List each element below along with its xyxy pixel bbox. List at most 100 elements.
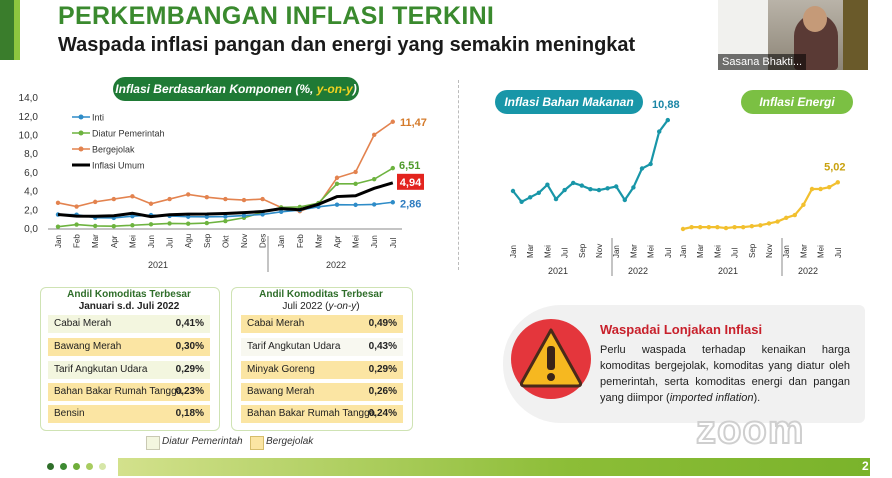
series-point xyxy=(706,224,711,230)
series-point xyxy=(588,187,593,192)
x-tick-label: Feb xyxy=(73,234,82,248)
commodity-name: Tarif Angkutan Udara xyxy=(247,341,341,352)
series-point xyxy=(148,201,154,206)
commodity-value: 0,43% xyxy=(368,341,397,352)
x-tick-label: Agu xyxy=(184,234,193,248)
table-andil-ytd-title: Andil Komoditas Terbesar xyxy=(67,289,191,300)
series-point xyxy=(55,200,61,206)
series-point xyxy=(519,199,524,204)
x-tick-label: Mei xyxy=(713,245,722,258)
commodity-value: 0,29% xyxy=(368,364,397,375)
commodity-name: Bawang Merah xyxy=(247,386,315,397)
series-point xyxy=(204,220,209,226)
commodity-value: 0,29% xyxy=(175,364,204,375)
x-tick-label: Jun xyxy=(147,235,156,248)
series-point xyxy=(130,223,135,228)
participant-name: Sasana Bhakti... xyxy=(718,54,807,70)
warning-icon xyxy=(511,319,591,399)
page-subtitle: Waspada inflasi pangan dan energi yang s… xyxy=(58,34,636,56)
series-point xyxy=(818,186,823,192)
series-point xyxy=(55,224,61,229)
legend-label: Inflasi Umum xyxy=(92,161,145,171)
warning-body-text: Perlu waspada terhadap kenaikan harga ko… xyxy=(600,344,850,404)
legend-swatch-diatur xyxy=(146,436,160,450)
footer-bar xyxy=(118,458,870,476)
video-background-flag xyxy=(843,0,868,70)
series-point xyxy=(390,165,395,171)
x-tick-label: Jan xyxy=(782,245,791,258)
x-tick-label: Jul xyxy=(664,248,673,258)
x-tick-label: Mei xyxy=(128,235,137,248)
x-tick-label: Sep xyxy=(578,243,587,258)
energy-chart-title-pill: Inflasi Energi xyxy=(741,90,853,114)
x-tick-label: Apr xyxy=(333,235,342,248)
series-point xyxy=(680,226,686,232)
series-point xyxy=(622,197,627,203)
x-tick-label: Nov xyxy=(595,244,604,258)
series-point xyxy=(74,204,79,209)
x-tick-label: Mei xyxy=(647,245,656,258)
x-tick-label: Des xyxy=(259,234,268,248)
series-point xyxy=(605,186,610,191)
legend-marker xyxy=(78,146,84,152)
year-label: 2022 xyxy=(628,266,648,276)
series-point xyxy=(241,213,247,218)
series-point xyxy=(167,221,172,226)
legend-marker xyxy=(78,114,84,120)
x-tick-label: Jun xyxy=(370,235,379,248)
y-tick-label: 0,0 xyxy=(24,224,38,235)
end-label-diatur: 6,51 xyxy=(399,160,420,172)
series-point xyxy=(648,161,653,167)
table-row: Minyak Goreng 0,29% xyxy=(241,361,403,379)
year-label: 2021 xyxy=(548,266,568,276)
commodity-value: 0,49% xyxy=(368,318,397,329)
series-point xyxy=(510,188,516,194)
y-tick-label: 8,0 xyxy=(24,149,38,160)
series-point xyxy=(223,214,228,219)
table-row: Bahan Bakar Rumah Tangga 0,23% xyxy=(48,383,210,401)
x-tick-label: Mar xyxy=(629,244,638,258)
chart-divider xyxy=(458,80,459,270)
series-point xyxy=(353,202,358,208)
energy-chart: Jan Mar Mei Jul Sep Nov Jan Mar Mei Jul 2021 2022 5,… xyxy=(679,161,846,276)
x-tick-label: Mar xyxy=(314,234,323,248)
participant-video-tile[interactable]: Sasana Bhakti... xyxy=(718,0,868,70)
table-row: Tarif Angkutan Udara 0,29% xyxy=(48,361,210,379)
series-point xyxy=(93,199,98,205)
commodity-name: Tarif Angkutan Udara xyxy=(54,364,148,375)
warning-body-end: ). xyxy=(753,392,761,404)
table-row: Bawang Merah 0,30% xyxy=(48,338,210,356)
x-tick-label: Sep xyxy=(748,243,757,258)
food-chart-title-pill: Inflasi Bahan Makanan xyxy=(495,90,643,114)
series-point xyxy=(809,186,815,192)
x-tick-label: Mar xyxy=(91,234,100,248)
table-row: Tarif Angkutan Udara 0,43% xyxy=(241,338,403,356)
series-point xyxy=(372,132,377,138)
commodity-value: 0,24% xyxy=(368,408,397,419)
x-tick-label: Jul xyxy=(166,238,175,248)
table-andil-july-header: Andil Komoditas Terbesar Juli 2022 (y-on… xyxy=(231,289,411,313)
series-point xyxy=(223,218,228,224)
series-point xyxy=(827,184,832,190)
table-andil-july-subtitle-c: ) xyxy=(356,301,360,312)
legend-label: Diatur Pemerintah xyxy=(92,129,165,139)
series-point xyxy=(639,166,645,171)
x-tick-label: Jan xyxy=(277,235,286,248)
series-point xyxy=(186,192,191,197)
series-point xyxy=(167,196,172,202)
series-point xyxy=(93,223,98,229)
x-tick-label: Jul xyxy=(389,238,398,248)
series-point xyxy=(223,196,228,202)
series-point xyxy=(758,223,763,228)
series-point xyxy=(792,212,797,218)
y-tick-label: 6,0 xyxy=(24,168,38,179)
warning-body-italic: imported inflation xyxy=(669,392,754,404)
x-tick-label: Sep xyxy=(203,233,212,248)
table-andil-ytd-header: Andil Komoditas Terbesar Januari s.d. Ju… xyxy=(40,289,218,313)
series-line-inflasi-umum xyxy=(57,181,394,219)
series-point xyxy=(749,224,754,229)
commodity-value: 0,41% xyxy=(175,318,204,329)
table-andil-july-subtitle-b: y-on-y xyxy=(328,301,357,312)
x-tick-label: Jan xyxy=(612,245,621,258)
end-label-umum-bg xyxy=(397,173,424,190)
